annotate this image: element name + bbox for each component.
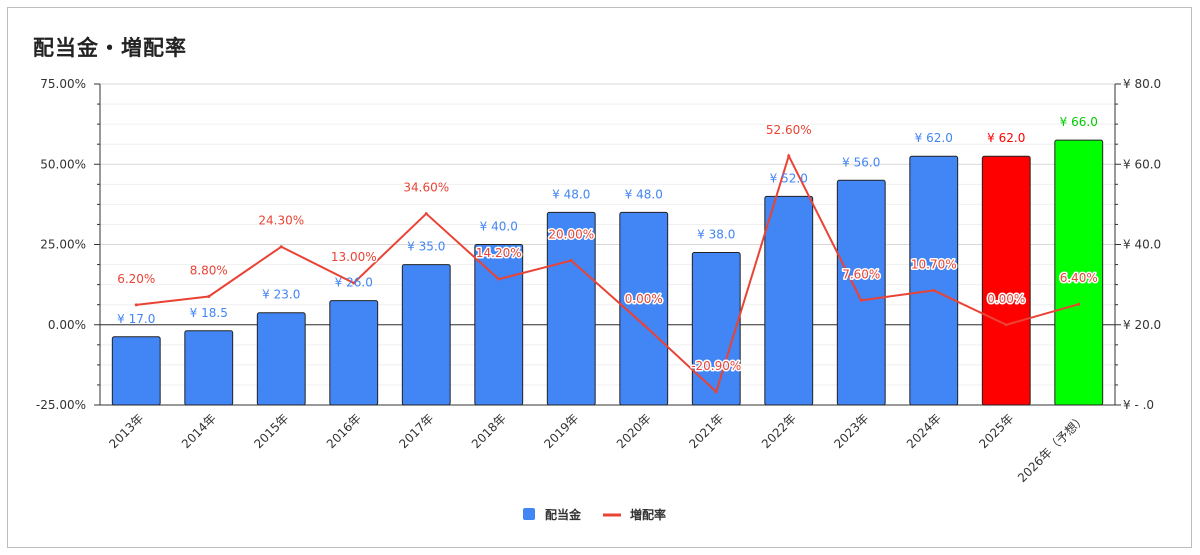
line-data-label: 8.80%: [190, 264, 228, 278]
bar: [111, 336, 161, 406]
y-left-tick-label: 50.00%: [40, 157, 86, 171]
x-tick-label: 2021年: [686, 411, 726, 451]
bar-data-label: ¥ 48.0: [625, 187, 663, 201]
legend-label-growth: 増配率: [630, 507, 666, 522]
bar-data-label: ¥ 17.0: [117, 312, 155, 326]
line-data-label: 20.00%: [548, 228, 594, 242]
bar: [619, 211, 669, 406]
line-data-label: 7.60%: [842, 267, 880, 281]
x-tick-label: 2020年: [614, 411, 654, 451]
x-tick-label: 2024年: [904, 411, 944, 451]
line-point: [279, 245, 283, 249]
line-point: [424, 212, 428, 216]
line-data-label: 6.40%: [1060, 271, 1098, 285]
line-point: [1077, 302, 1081, 306]
line-point: [134, 303, 138, 307]
y-right-tick-label: ¥ - .0: [1123, 398, 1154, 412]
bar: [764, 195, 814, 406]
line-data-label: 14.20%: [476, 246, 522, 260]
line-data-label: 6.20%: [117, 272, 155, 286]
bar: [329, 300, 379, 406]
y-left-tick-label: 75.00%: [40, 77, 86, 91]
line-point: [642, 323, 646, 327]
legend-swatch-dividend: [523, 508, 535, 520]
bar-data-label: ¥ 62.0: [915, 131, 953, 145]
y-right-tick-label: ¥ 40.0: [1123, 238, 1161, 252]
x-tick-label: 2026年（予想）: [1014, 411, 1089, 486]
x-tick-label: 2025年: [976, 411, 1016, 451]
line-point: [569, 259, 573, 263]
bar-data-label: ¥ 66.0: [1060, 115, 1098, 129]
line-point: [207, 295, 211, 299]
line-data-label: 0.00%: [987, 292, 1025, 306]
line-point: [1004, 323, 1008, 327]
bar-data-label: ¥ 38.0: [697, 228, 735, 242]
bar-data-label: ¥ 52.0: [770, 171, 808, 185]
bar: [474, 244, 524, 406]
line-point: [787, 154, 791, 158]
legend-label-dividend: 配当金: [545, 507, 582, 522]
bar: [909, 155, 959, 406]
bar: [691, 252, 741, 406]
bar-data-label: ¥ 62.0: [987, 131, 1025, 145]
x-tick-label: 2019年: [541, 411, 581, 451]
line-point: [714, 390, 718, 394]
bar-data-label: ¥ 40.0: [480, 220, 518, 234]
line-data-label: -20.90%: [691, 359, 741, 373]
bar-data-label: ¥ 56.0: [842, 155, 880, 169]
bar: [1054, 139, 1104, 406]
bar: [184, 330, 234, 406]
y-left-tick-label: 0.00%: [48, 318, 86, 332]
line-data-label: 52.60%: [766, 123, 812, 137]
x-tick-label: 2016年: [324, 411, 364, 451]
bar-data-label: ¥ 35.0: [407, 240, 445, 254]
growth-rate-line: [136, 153, 1080, 394]
bar: [836, 179, 886, 406]
line-point: [932, 288, 936, 292]
x-tick-label: 2015年: [251, 411, 291, 451]
x-tick-label: 2017年: [396, 411, 436, 451]
y-right-tick-label: ¥ 20.0: [1123, 318, 1161, 332]
bar: [981, 155, 1031, 406]
line-point: [352, 281, 356, 285]
line-data-label: 10.70%: [911, 257, 957, 271]
y-left-tick-label: 25.00%: [40, 238, 86, 252]
bar-data-label: ¥ 48.0: [552, 187, 590, 201]
bar-data-label: ¥ 23.0: [262, 288, 300, 302]
line-data-label: 13.00%: [331, 250, 377, 264]
y-right-tick-label: ¥ 80.0: [1123, 77, 1161, 91]
x-tick-label: 2018年: [469, 411, 509, 451]
line-point: [859, 298, 863, 302]
line-data-label: 34.60%: [403, 181, 449, 195]
y-right-tick-label: ¥ 60.0: [1123, 157, 1161, 171]
bar-data-label: ¥ 18.5: [190, 306, 228, 320]
x-tick-label: 2023年: [831, 411, 871, 451]
x-tick-label: 2014年: [179, 411, 219, 451]
bar: [546, 211, 596, 406]
line-data-label: 0.00%: [625, 292, 663, 306]
line-point: [497, 277, 501, 281]
line-data-label: 24.30%: [258, 214, 304, 228]
x-tick-label: 2022年: [759, 411, 799, 451]
chart-title: 配当金・増配率: [33, 36, 187, 60]
x-tick-label: 2013年: [106, 411, 146, 451]
bar: [256, 312, 306, 406]
bar: [401, 264, 451, 406]
bar-data-label: ¥ 26.0: [335, 276, 373, 290]
y-left-tick-label: -25.00%: [36, 398, 86, 412]
